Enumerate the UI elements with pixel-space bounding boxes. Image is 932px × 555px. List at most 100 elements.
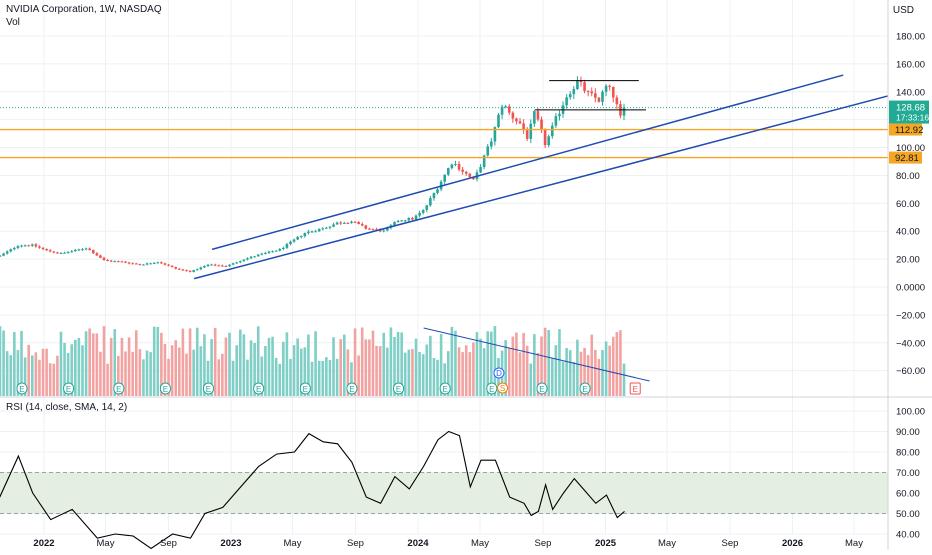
volume-bar: [350, 362, 353, 396]
volume-bar: [181, 328, 185, 396]
volume-bar: [454, 330, 457, 396]
volume-bar: [418, 351, 421, 396]
volume-bar: [328, 360, 332, 396]
candle-body: [500, 106, 504, 115]
rsi-tick-label: 100.00: [896, 407, 925, 418]
volume-bar: [386, 347, 389, 396]
volume-bar: [224, 337, 228, 396]
price-axis[interactable]: 180.00160.00140.00120.00100.0080.0060.00…: [896, 32, 925, 378]
volume-bar: [120, 337, 124, 396]
candle-body: [547, 136, 551, 146]
volume-bar: [106, 363, 109, 396]
candle-body: [235, 262, 238, 264]
volume-bar: [156, 326, 160, 396]
candle-body: [13, 247, 16, 250]
earnings-marker: [439, 382, 451, 395]
candle-body: [525, 129, 529, 139]
volume-bar: [504, 340, 507, 396]
candle-body: [5, 251, 9, 254]
earnings-marker: [393, 382, 405, 395]
volume-bar: [102, 326, 106, 396]
volume-bar: [586, 355, 590, 396]
event-markers[interactable]: E E E E E E E E E E E E E EDS: [16, 367, 641, 395]
volume-bar: [314, 331, 317, 396]
rsi-tick-label: 70.00: [896, 468, 920, 479]
candle-body: [228, 264, 231, 267]
volume-bar: [407, 349, 411, 396]
volume-bar: [52, 363, 56, 396]
candle-body: [536, 111, 540, 120]
candle-body: [16, 246, 20, 248]
current-price-tag: [889, 100, 929, 124]
price-candles: [0, 76, 626, 273]
price-tick-label: 0.0000: [896, 283, 925, 294]
time-axis[interactable]: 2022 May Sep 2023 May Sep 2024 May Sep 2025 May Sep…: [33, 538, 863, 549]
volume-bar: [70, 344, 74, 396]
candle-body: [342, 222, 346, 224]
candle-body: [576, 80, 579, 90]
candle-body: [353, 221, 357, 223]
level-price-tag: [889, 123, 922, 136]
volume-bar: [619, 330, 622, 396]
current-price-value: 128.68: [896, 103, 925, 114]
earnings-marker-label: E: [582, 385, 587, 394]
rsi-axis[interactable]: 100.00 90.00 80.00 70.00 60.00 50.00 40.00: [896, 407, 925, 541]
volume-label: Vol: [6, 17, 20, 28]
time-tick-label: Sep: [535, 538, 552, 549]
time-tick-label: May: [845, 538, 863, 549]
volume-bar: [472, 342, 475, 396]
candle-body: [457, 163, 461, 170]
volume-bar: [565, 347, 568, 396]
volume-bar: [256, 326, 260, 396]
volume-bar: [117, 355, 120, 396]
currency-label[interactable]: USD: [892, 5, 914, 16]
volume-bar: [360, 327, 364, 396]
volume-bar: [540, 336, 543, 396]
candle-body: [611, 86, 615, 98]
volume-bar: [457, 347, 461, 396]
volume-bar: [228, 332, 231, 396]
candle-body: [317, 229, 321, 232]
volume-bar: [160, 332, 163, 396]
volume-bar: [511, 336, 515, 396]
candle-body: [120, 261, 124, 263]
price-tick-label: 80.00: [896, 171, 920, 182]
candle-body: [357, 221, 360, 224]
volume-bar: [274, 357, 278, 396]
volume-bar: [346, 349, 350, 396]
candle-body: [314, 231, 317, 233]
volume-bar: [253, 343, 256, 396]
candle-body: [192, 270, 195, 272]
level-price-tag: [889, 151, 922, 164]
volume-bar: [310, 361, 314, 396]
candle-body: [364, 225, 368, 229]
candle-body: [213, 264, 217, 266]
volume-bar: [95, 333, 99, 396]
candle-body: [274, 250, 278, 252]
price-tick-label: 100.00: [896, 143, 925, 154]
volume-bar: [56, 355, 59, 396]
volume-bar: [188, 328, 192, 396]
earnings-marker: [629, 382, 641, 395]
rsi-tick-label: 60.00: [896, 489, 920, 500]
volume-bar: [142, 359, 145, 396]
level-price-value: 92.81: [895, 153, 919, 164]
candle-body: [174, 267, 178, 269]
trend-lines[interactable]: [193, 74, 889, 382]
candle-body: [425, 205, 429, 210]
price-tick-label: 160.00: [896, 59, 925, 70]
volume-bar: [167, 358, 170, 396]
candle-body: [145, 263, 149, 265]
candle-body: [418, 212, 421, 216]
candle-body: [52, 251, 56, 253]
countdown-value: 17:33:16: [896, 113, 929, 123]
volume-bar: [63, 342, 66, 396]
candle-body: [550, 125, 554, 137]
split-marker-label: S: [500, 384, 505, 393]
earnings-marker-label: E: [256, 385, 261, 394]
volume-bar: [48, 363, 52, 396]
candle-body: [386, 227, 389, 231]
candle-body: [260, 253, 264, 255]
